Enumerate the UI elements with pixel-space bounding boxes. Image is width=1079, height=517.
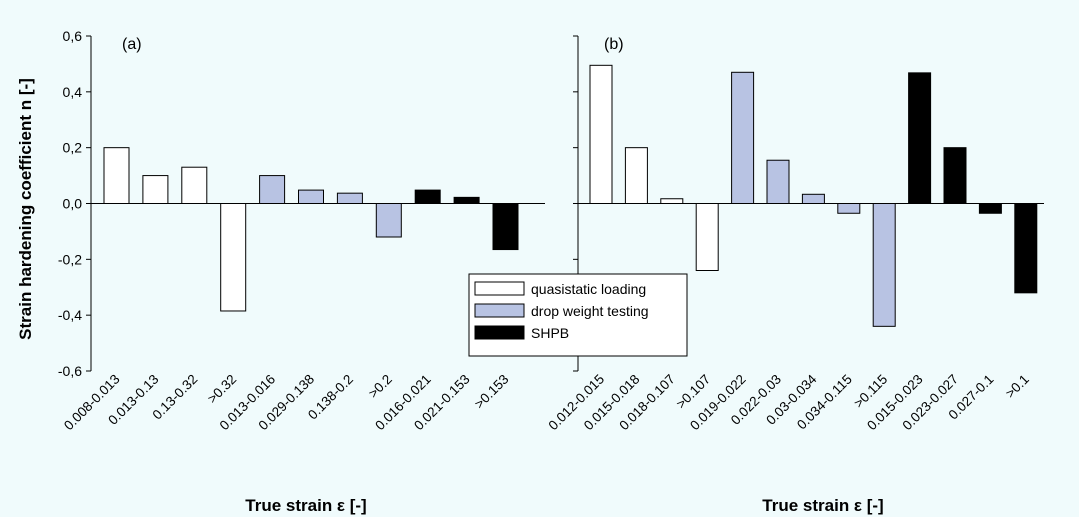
bar-quasistatic [660, 198, 684, 204]
legend-swatch-drop [474, 303, 525, 318]
x-tick-label: >0.2 [365, 372, 394, 401]
bar-quasistatic [624, 147, 648, 205]
x-tick-label: >0.32 [205, 372, 240, 407]
bar-quasistatic [220, 203, 247, 312]
x-tick-label: >0.1 [1002, 372, 1031, 401]
bar-drop [766, 159, 790, 205]
panel-label-a: (a) [122, 36, 142, 53]
chart-panel-a: 0,60,40,20,0-0,2-0,4-0,6(a)0.008-0.0130.… [58, 28, 545, 515]
bar-drop [375, 203, 402, 238]
bar-shpb [943, 147, 967, 205]
y-tick-label: 0,2 [63, 140, 83, 156]
bar-drop [298, 189, 324, 205]
bar-shpb [1014, 203, 1038, 294]
y-tick-label: 0,6 [63, 28, 83, 44]
bar-quasistatic [142, 175, 169, 204]
x-axis-label-a: True strain ε [-] [245, 496, 366, 515]
bar-drop [872, 203, 896, 327]
y-tick-label: 0,0 [63, 196, 83, 212]
bar-drop [336, 192, 363, 205]
bar-drop [801, 193, 825, 205]
y-tick-label: -0,4 [58, 307, 82, 323]
legend-swatch-shpb [474, 325, 525, 340]
panel-label-b: (b) [604, 36, 624, 53]
y-tick-label: 0,4 [63, 84, 83, 100]
bar-drop [259, 175, 286, 204]
bar-shpb [492, 203, 519, 251]
bar-shpb [908, 72, 932, 204]
x-axis-label-b: True strain ε [-] [762, 496, 883, 515]
bar-shpb [414, 189, 441, 205]
y-tick-label: -0,2 [58, 251, 82, 267]
legend-swatch-quasistatic [474, 281, 525, 296]
bar-drop [837, 203, 861, 214]
y-axis-label: Strain hardening coefficient n [-] [16, 78, 35, 340]
bar-shpb [978, 203, 1002, 214]
bar-quasistatic [181, 166, 208, 204]
x-tick-label: >0.153 [472, 372, 512, 412]
legend-label-quasistatic: quasistatic loading [531, 281, 646, 297]
bar-shpb [453, 196, 480, 205]
legend-label-drop: drop weight testing [531, 303, 649, 319]
bar-quasistatic [589, 64, 613, 204]
legend: quasistatic loading drop weight testing SH… [468, 273, 688, 357]
legend-label-shpb: SHPB [531, 325, 569, 341]
bar-quasistatic [103, 147, 130, 205]
bar-quasistatic [695, 203, 719, 271]
y-tick-label: -0,6 [58, 363, 82, 379]
bar-drop [731, 71, 755, 204]
